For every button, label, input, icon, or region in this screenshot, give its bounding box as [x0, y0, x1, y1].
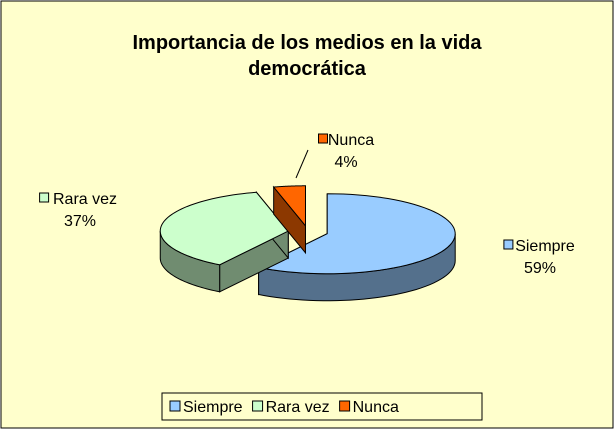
- label-swatch: [318, 133, 328, 144]
- slice-top: [257, 193, 456, 275]
- pie-slice: [159, 190, 290, 293]
- legend-label: Siempre: [183, 399, 243, 416]
- value-label: 37%: [64, 213, 96, 230]
- category-label: Siempre: [515, 238, 575, 255]
- legend-box: [161, 392, 483, 421]
- category-label: Rara vez: [53, 191, 117, 208]
- slice-top: [159, 191, 290, 266]
- leader-line: [295, 149, 309, 179]
- legend-label: Nunca: [353, 399, 399, 416]
- value-label: 4%: [334, 154, 357, 171]
- label-swatch: [503, 239, 514, 250]
- legend-label: Rara vez: [266, 399, 330, 416]
- category-label: Nunca: [328, 132, 374, 149]
- legend-swatch: [169, 400, 181, 412]
- legend-swatch: [252, 400, 264, 412]
- pie-slice: [272, 185, 306, 255]
- chart-title: Importancia de los medios en la vida dem…: [132, 32, 482, 80]
- pie-slice: [257, 193, 456, 302]
- value-label: 59%: [524, 260, 556, 277]
- slice-top: [272, 185, 306, 228]
- label-swatch: [39, 192, 50, 203]
- legend-swatch: [339, 400, 351, 412]
